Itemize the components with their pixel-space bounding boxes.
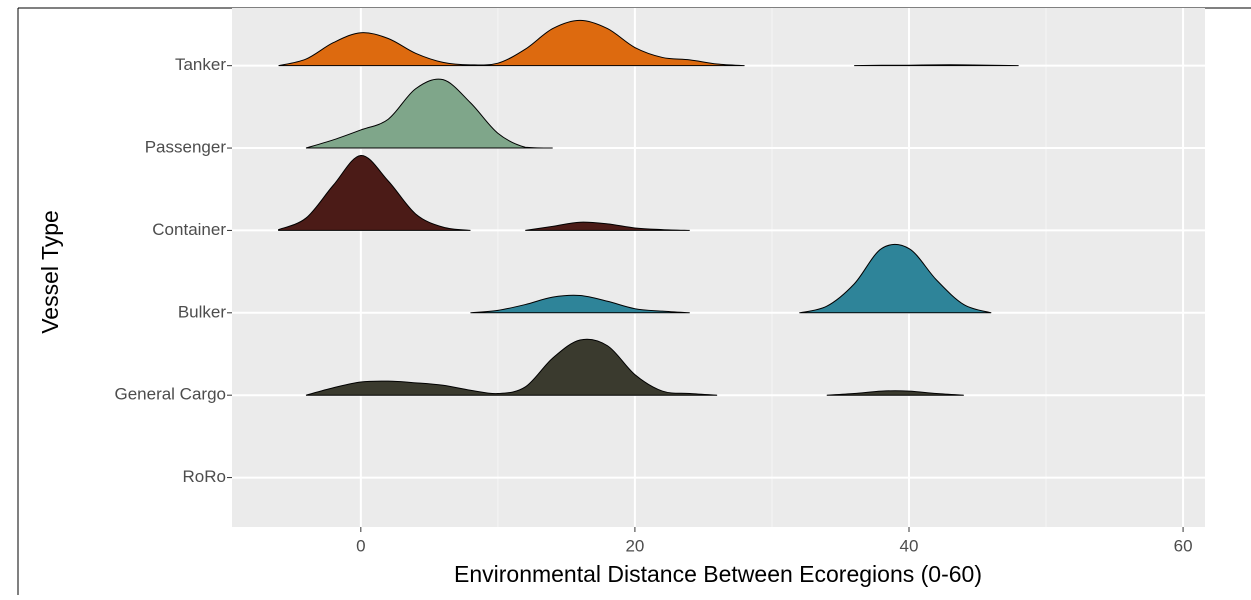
density-ridge xyxy=(305,338,964,396)
plot-panel xyxy=(232,8,1205,527)
y-tick-label: Tanker xyxy=(175,55,226,74)
density-ridge xyxy=(470,243,992,314)
x-tick-label: 20 xyxy=(625,536,644,555)
x-tick-label: 60 xyxy=(1174,536,1193,555)
y-tick-label: Container xyxy=(152,220,226,239)
y-tick-label: General Cargo xyxy=(114,385,226,404)
density-ridge xyxy=(278,154,690,231)
y-axis-title: Vessel Type xyxy=(37,210,63,334)
density-ridge xyxy=(278,19,1019,67)
x-axis-title: Environmental Distance Between Ecoregion… xyxy=(454,561,982,587)
x-tick-label: 40 xyxy=(900,536,919,555)
y-tick-label: Bulker xyxy=(178,302,227,321)
y-tick-label: RoRo xyxy=(183,467,226,486)
y-tick-label: Passenger xyxy=(145,138,227,157)
x-tick-label: 0 xyxy=(356,536,365,555)
density-ridge xyxy=(305,78,553,149)
